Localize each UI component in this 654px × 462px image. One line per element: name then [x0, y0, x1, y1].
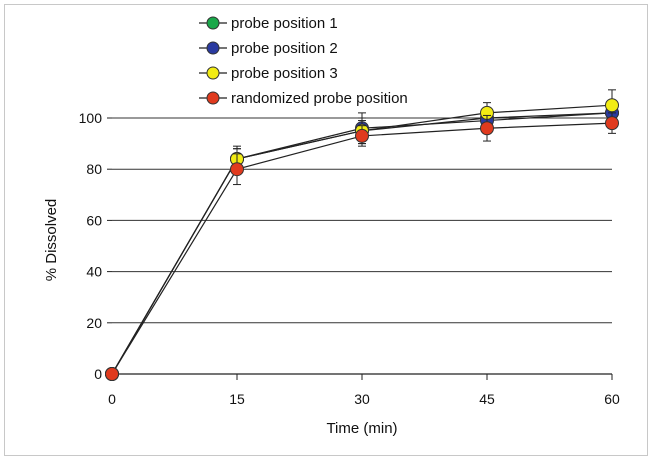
- y-tick-label: 100: [79, 110, 103, 126]
- axes: [107, 117, 613, 380]
- plot-area: [105, 89, 619, 381]
- series-line: [111, 122, 613, 375]
- data-point: [355, 128, 369, 143]
- legend-marker: [206, 66, 220, 80]
- legend-label: probe position 2: [231, 40, 338, 57]
- y-tick-label: 20: [86, 315, 102, 331]
- y-axis-label: % Dissolved: [43, 199, 60, 282]
- x-tick-label: 0: [108, 391, 116, 407]
- series-line: [111, 112, 613, 375]
- tick-labels: 0 20 40 60 80 100 0 15 30 45 60: [79, 110, 620, 407]
- series-4: [105, 112, 619, 381]
- legend-marker: [206, 41, 220, 55]
- data-point: [105, 367, 119, 381]
- legend-label: probe position 3: [231, 65, 338, 82]
- x-tick-label: 15: [229, 391, 245, 407]
- legend-label: randomized probe position: [231, 90, 408, 107]
- legend-label: probe position 1: [231, 15, 338, 32]
- x-tick-label: 60: [604, 391, 620, 407]
- y-tick-label: 60: [86, 212, 102, 228]
- y-tick-label: 0: [94, 366, 102, 382]
- data-point: [605, 98, 619, 113]
- x-tick-label: 45: [479, 391, 495, 407]
- legend-marker: [206, 91, 220, 105]
- series-line: [111, 112, 613, 375]
- gridlines: [112, 117, 612, 324]
- legend-marker: [206, 16, 220, 30]
- y-tick-label: 40: [86, 264, 102, 280]
- data-point: [230, 162, 244, 177]
- y-tick-label: 80: [86, 161, 102, 177]
- x-tick-label: 30: [354, 391, 370, 407]
- x-axis-label: Time (min): [326, 420, 397, 437]
- legend: probe position 1 probe position 2 probe po…: [199, 15, 408, 107]
- data-point: [480, 121, 494, 136]
- data-point: [605, 116, 619, 131]
